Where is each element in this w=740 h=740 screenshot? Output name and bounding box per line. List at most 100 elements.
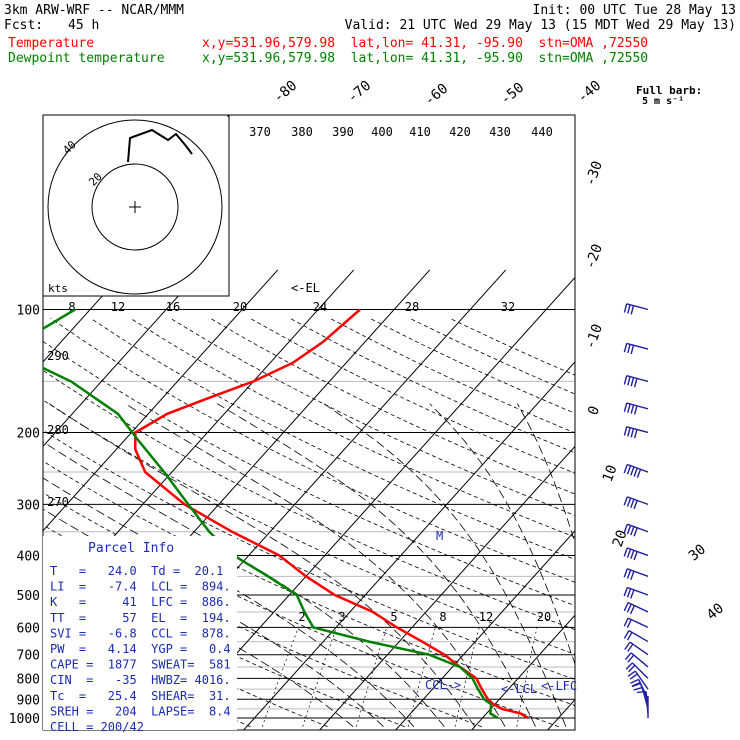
dry-adiabat-line xyxy=(130,317,575,538)
wind-barb-flag xyxy=(627,427,631,437)
wind-barb-flag xyxy=(626,465,632,475)
valid-time: Valid: 21 UTC Wed 29 May 13 (15 MDT Wed … xyxy=(344,18,736,33)
isotherm-label: 30 xyxy=(686,541,709,564)
dewpoint-station-info: x,y=531.96,579.98 lat,lon= 41.31, -95.90… xyxy=(202,51,649,66)
wind-barb-flag xyxy=(626,631,633,641)
isotherm-label: -70 xyxy=(345,78,375,107)
parcel-info-panel xyxy=(43,536,237,730)
init-time: Init: 00 UTC Tue 28 May 13 xyxy=(532,3,737,18)
wind-barb-flag xyxy=(623,547,628,557)
mixing-ratio-label: 16 xyxy=(166,300,180,314)
mixing-ratio-line xyxy=(355,627,388,727)
pressure-tick-label: 100 xyxy=(17,304,40,319)
parcel-info-row: CAPE = 1877 SWEAT= 581 xyxy=(50,658,231,672)
parcel-info-row: T = 24.0 Td = 20.1 xyxy=(50,564,223,578)
isotherm-line xyxy=(243,361,575,730)
isotherm-line xyxy=(43,269,127,363)
wind-barb-flag xyxy=(627,643,634,652)
hodograph-ring xyxy=(91,163,179,251)
pressure-tick-label: 900 xyxy=(17,693,40,708)
mixing-ratio-label: 5 xyxy=(390,610,397,624)
wind-barb-flag xyxy=(633,467,638,477)
isotherm-label: -60 xyxy=(422,81,452,110)
wind-barb-flag xyxy=(627,654,635,663)
wind-barb-flag xyxy=(627,670,636,677)
moist-adiabat-line xyxy=(43,477,415,727)
wind-barb-flag xyxy=(625,662,633,670)
wind-barb-flag xyxy=(627,403,631,413)
wind-barb-flag xyxy=(636,469,642,479)
m-annotation: M xyxy=(436,529,443,543)
wind-barb-flag xyxy=(630,570,635,580)
wind-barb-flag xyxy=(627,304,631,314)
temperature-line xyxy=(134,308,529,720)
wind-barb-flag xyxy=(627,376,631,386)
wind-barb-flag xyxy=(633,500,638,510)
wind-barb-flag xyxy=(626,548,632,558)
isotherm-label: 20 xyxy=(610,528,631,549)
wind-barb-flag xyxy=(630,305,635,315)
forecast-hour: 45 h xyxy=(68,18,100,33)
isotherm-line xyxy=(43,269,203,448)
wind-barb-flag xyxy=(633,686,643,691)
theta-label: 280 xyxy=(47,423,69,437)
wind-barb-flag xyxy=(623,602,629,612)
wind-barb-flag xyxy=(623,343,628,353)
dewpoint-legend: Dewpoint temperature xyxy=(8,51,165,66)
wind-barb-flag xyxy=(633,551,638,561)
isotherm-label: -10 xyxy=(582,322,606,351)
wind-barb-flag xyxy=(630,404,635,414)
wind-barb xyxy=(629,641,649,656)
isotherm-line xyxy=(471,614,575,730)
wind-barb-flag xyxy=(629,605,636,615)
theta-label: 290 xyxy=(47,349,69,363)
wind-barb xyxy=(627,617,649,629)
mixing-ratio-line xyxy=(261,627,299,727)
wind-barb-flag xyxy=(626,588,632,598)
theta-label: 390 xyxy=(332,125,354,139)
wind-barb-flag xyxy=(630,526,635,536)
wind-barb-flag xyxy=(626,569,632,579)
wind-barb-flag xyxy=(623,523,628,533)
hodograph-ring xyxy=(47,119,223,295)
wind-barb xyxy=(634,670,649,690)
isotherm-label: -20 xyxy=(582,242,606,271)
wind-barb-flag xyxy=(630,428,635,438)
parcel-info-title: Parcel Info xyxy=(88,541,174,556)
wind-barb xyxy=(627,496,649,506)
isotherm-label: -50 xyxy=(498,80,528,109)
theta-label: 400 xyxy=(371,125,393,139)
wind-barb-flag xyxy=(630,466,635,476)
wind-barb-flag xyxy=(623,375,628,385)
mixing-ratio-label: 3 xyxy=(338,610,345,624)
el-annotation: <-EL xyxy=(291,281,320,295)
wind-barb-flag xyxy=(623,303,628,313)
wind-barb xyxy=(630,652,649,668)
isotherm-label: 40 xyxy=(704,600,727,623)
theta-label: 430 xyxy=(489,125,511,139)
isotherm-line xyxy=(43,269,279,532)
dry-adiabat-line xyxy=(369,317,575,414)
plot-frame xyxy=(42,114,576,731)
wind-barb-flag xyxy=(633,429,638,439)
dry-adiabat-line xyxy=(449,317,575,376)
mixing-ratio-line xyxy=(454,627,480,727)
wind-barb-flag xyxy=(631,681,641,687)
parcel-info-row: SREH = 204 LAPSE= 8.4 xyxy=(50,704,231,718)
wind-barb-flag xyxy=(626,497,632,507)
dry-adiabat-line xyxy=(209,317,575,495)
theta-label: 380 xyxy=(291,125,313,139)
dry-adiabat-line xyxy=(43,557,405,728)
wind-barb-flag xyxy=(630,377,635,387)
parcel-info-row: CIN = -35 HWBZ= 4016. xyxy=(50,673,231,687)
pressure-tick-label: 800 xyxy=(17,672,40,687)
pressure-tick-label: 400 xyxy=(17,549,40,564)
wind-barb-flag xyxy=(630,678,639,684)
wind-barb-flag xyxy=(629,673,638,680)
dry-adiabat-line xyxy=(0,318,19,727)
mixing-ratio-label: 24 xyxy=(313,300,327,314)
theta-label: 420 xyxy=(449,125,471,139)
theta-label: 270 xyxy=(47,495,69,509)
wind-barb-flag xyxy=(623,426,628,436)
